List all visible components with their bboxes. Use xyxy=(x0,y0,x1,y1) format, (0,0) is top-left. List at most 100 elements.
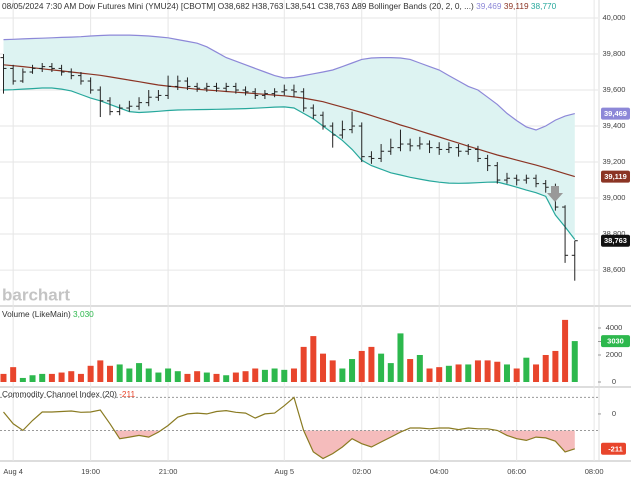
y-tick-label: 39,800 xyxy=(603,49,626,58)
volume-bar xyxy=(474,360,481,382)
cci-line xyxy=(3,396,575,460)
signal-arrow xyxy=(547,186,563,202)
panel-title-name: Commodity Channel Index (20) xyxy=(2,389,117,399)
band-line xyxy=(3,34,575,131)
volume-bar xyxy=(329,360,336,382)
header-title: 08/05/2024 7:30 AM Dow Futures Mini (YMU… xyxy=(2,1,474,11)
header-band-value: 39,119 xyxy=(504,1,529,11)
panel-title-value: 3,030 xyxy=(73,309,94,319)
y-tick-label: 40,000 xyxy=(603,13,626,22)
volume-bar xyxy=(77,373,84,382)
panel-title: Volume (LikeMain) 3,030 xyxy=(2,309,94,319)
volume-bar xyxy=(349,359,356,382)
volume-bar xyxy=(426,368,433,382)
volume-bar xyxy=(368,346,375,382)
volume-bar xyxy=(465,364,472,382)
volume-bar xyxy=(145,368,152,382)
y-tick-label: 39,000 xyxy=(603,193,626,202)
x-tick-label: 19:00 xyxy=(81,467,100,476)
volume-bar xyxy=(232,372,239,382)
volume-bar xyxy=(533,364,540,382)
volume-bar xyxy=(39,373,46,382)
x-tick-label: 06:00 xyxy=(507,467,526,476)
volume-bar xyxy=(281,369,288,382)
header-band-value: 38,770 xyxy=(531,1,557,11)
volume-bar xyxy=(126,368,133,382)
volume-bar xyxy=(165,368,172,382)
volume-bar xyxy=(513,368,520,382)
volume-bar xyxy=(542,354,549,382)
volume-bar xyxy=(290,368,297,382)
volume-bar xyxy=(494,361,501,382)
band-line xyxy=(3,87,576,240)
y-tick-label: 39,600 xyxy=(603,85,626,94)
volume-bar xyxy=(407,359,414,382)
volume-bar xyxy=(0,373,7,382)
volume-bar xyxy=(10,367,17,382)
volume-bar xyxy=(271,368,278,382)
volume-bar xyxy=(436,367,443,382)
y-tick-label: 38,600 xyxy=(603,265,626,274)
volume-bar xyxy=(397,333,404,382)
volume-bar xyxy=(552,350,559,382)
volume-bar xyxy=(455,364,462,382)
x-tick-label: 02:00 xyxy=(352,467,371,476)
volume-bar xyxy=(339,368,346,382)
band-line xyxy=(3,64,575,178)
volume-bar xyxy=(48,373,55,382)
volume-bar xyxy=(19,377,26,382)
volume-bar xyxy=(387,363,394,382)
value-badge xyxy=(601,170,630,183)
volume-bar xyxy=(242,371,249,382)
volume-bar xyxy=(106,365,113,382)
volume-bar xyxy=(68,371,75,382)
volume-bar xyxy=(29,375,36,382)
volume-bar xyxy=(97,360,104,382)
panel-title-value: -211 xyxy=(119,389,135,399)
x-tick-label: 21:00 xyxy=(159,467,178,476)
header-band-value: 39,469 xyxy=(476,1,502,11)
volume-bar xyxy=(416,354,423,382)
volume-bar xyxy=(562,319,569,382)
x-tick-label: 08:00 xyxy=(585,467,604,476)
band-fill xyxy=(3,35,575,240)
y-tick-label: 2000 xyxy=(606,350,623,359)
value-badge xyxy=(601,234,630,247)
volume-bar xyxy=(136,363,143,382)
x-tick-label: 04:00 xyxy=(430,467,449,476)
value-badge-label: 39,119 xyxy=(604,172,627,181)
volume-bar xyxy=(194,371,201,382)
volume-bar xyxy=(378,353,385,382)
value-badge xyxy=(601,335,630,348)
volume-bar xyxy=(223,375,230,382)
volume-bar xyxy=(116,364,123,382)
x-tick-label: Aug 5 xyxy=(274,467,294,476)
volume-bar xyxy=(484,360,491,382)
x-tick-label: Aug 4 xyxy=(3,467,23,476)
y-tick-label: 39,200 xyxy=(603,157,626,166)
volume-bar xyxy=(571,341,578,382)
value-badge-label: -211 xyxy=(608,444,623,453)
volume-bar xyxy=(213,373,220,382)
panel-title: Commodity Channel Index (20) -211 xyxy=(2,389,136,399)
y-tick-label: 38,800 xyxy=(603,229,626,238)
volume-bar xyxy=(503,364,510,382)
volume-bar xyxy=(310,336,317,382)
volume-bar xyxy=(155,372,162,382)
y-tick-label: 4000 xyxy=(606,323,623,332)
volume-bar xyxy=(320,353,327,382)
volume-bar xyxy=(261,369,268,382)
volume-bar xyxy=(358,350,365,382)
volume-bar xyxy=(203,372,210,382)
volume-bar xyxy=(58,372,65,382)
volume-bar xyxy=(174,371,181,382)
volume-bar xyxy=(184,373,191,382)
panel-title-name: Volume (LikeMain) xyxy=(2,309,71,319)
watermark: barchart xyxy=(2,285,70,304)
header: 08/05/2024 7:30 AM Dow Futures Mini (YMU… xyxy=(2,1,557,11)
value-badge xyxy=(601,442,626,455)
value-badge-label: 38,763 xyxy=(604,236,627,245)
value-badge xyxy=(601,107,630,120)
